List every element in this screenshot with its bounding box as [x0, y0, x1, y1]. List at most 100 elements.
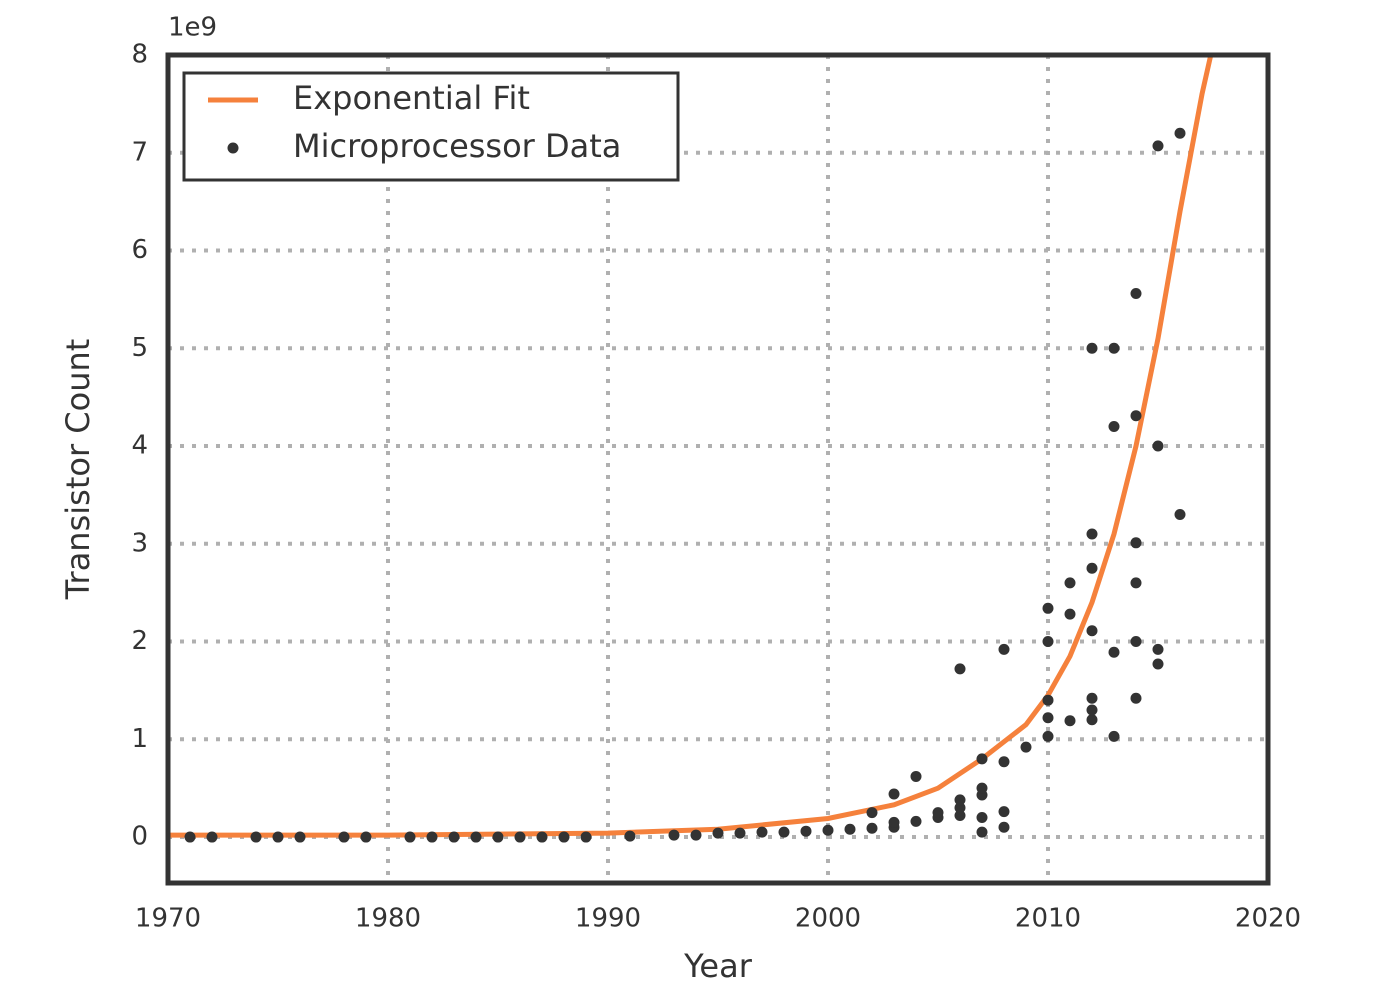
- data-point: [492, 831, 504, 843]
- data-point: [1108, 342, 1120, 354]
- plot-area: [168, 55, 1214, 843]
- data-point: [206, 831, 218, 843]
- y-tick-label: 7: [131, 137, 148, 167]
- data-point: [1130, 577, 1142, 589]
- y-tick-label: 6: [131, 235, 148, 265]
- data-point: [954, 663, 966, 675]
- data-point: [514, 831, 526, 843]
- data-point: [1086, 342, 1098, 354]
- data-point: [470, 831, 482, 843]
- data-point: [1086, 704, 1098, 716]
- data-point: [998, 821, 1010, 833]
- data-point: [1130, 288, 1142, 300]
- data-point: [1152, 440, 1164, 452]
- data-point: [1174, 508, 1186, 520]
- data-point: [998, 756, 1010, 768]
- data-point: [624, 830, 636, 842]
- data-point: [1152, 658, 1164, 670]
- data-point: [250, 831, 262, 843]
- data-point: [910, 815, 922, 827]
- legend-label: Exponential Fit: [293, 79, 530, 117]
- legend: Exponential Fit Microprocessor Data: [182, 71, 680, 182]
- x-axis-label: Year: [683, 947, 753, 985]
- data-point: [954, 802, 966, 814]
- data-point: [866, 807, 878, 819]
- x-tick-label: 1970: [135, 904, 201, 934]
- data-point: [426, 831, 438, 843]
- data-point: [976, 753, 988, 765]
- data-point: [1086, 714, 1098, 726]
- data-point: [910, 770, 922, 782]
- data-point: [712, 827, 724, 839]
- data-point: [888, 816, 900, 828]
- data-point: [184, 831, 196, 843]
- data-point: [558, 831, 570, 843]
- data-point: [1042, 712, 1054, 724]
- y-tick-label: 0: [131, 822, 148, 852]
- fit-line: [168, 55, 1214, 838]
- data-point: [536, 831, 548, 843]
- data-point: [360, 831, 372, 843]
- data-point: [1174, 127, 1186, 139]
- data-point: [1064, 577, 1076, 589]
- data-point: [294, 831, 306, 843]
- data-point: [1042, 636, 1054, 648]
- plot-frame: [165, 52, 1271, 886]
- data-point: [734, 827, 746, 839]
- x-tick-label: 1980: [355, 904, 421, 934]
- data-point: [932, 807, 944, 819]
- data-point: [668, 829, 680, 841]
- data-point: [1042, 602, 1054, 614]
- data-point: [690, 829, 702, 841]
- data-point: [756, 826, 768, 838]
- data-point: [1020, 741, 1032, 753]
- x-tick-label: 2000: [795, 904, 861, 934]
- data-point: [1086, 528, 1098, 540]
- data-point: [866, 822, 878, 834]
- data-point: [404, 831, 416, 843]
- data-point: [1130, 636, 1142, 648]
- legend-label: Microprocessor Data: [293, 127, 621, 165]
- y-offset-label: 1e9: [168, 13, 217, 43]
- data-point: [580, 831, 592, 843]
- data-point: [1086, 562, 1098, 574]
- data-point: [844, 823, 856, 835]
- y-tick-label: 3: [131, 528, 148, 558]
- x-tick-label: 2010: [1015, 904, 1081, 934]
- data-point: [1064, 608, 1076, 620]
- data-point: [800, 825, 812, 837]
- data-point: [1108, 646, 1120, 658]
- data-point: [1108, 420, 1120, 432]
- data-point: [1130, 410, 1142, 422]
- data-point: [1042, 730, 1054, 742]
- data-point: [1152, 643, 1164, 655]
- data-point: [976, 782, 988, 794]
- legend-swatch: [227, 142, 239, 154]
- y-tick-label: 4: [131, 431, 148, 461]
- data-point: [1064, 715, 1076, 727]
- data-point: [272, 831, 284, 843]
- data-point: [448, 831, 460, 843]
- data-point: [998, 643, 1010, 655]
- data-point: [1130, 537, 1142, 549]
- data-point: [822, 824, 834, 836]
- x-tick-label: 2020: [1235, 904, 1301, 934]
- data-point: [1130, 692, 1142, 704]
- data-point: [976, 826, 988, 838]
- data-point: [954, 794, 966, 806]
- data-point: [1086, 625, 1098, 637]
- data-point: [998, 806, 1010, 818]
- y-axis-label: Transistor Count: [59, 339, 97, 601]
- data-point: [338, 831, 350, 843]
- x-tick-label: 1990: [575, 904, 641, 934]
- data-point: [1108, 730, 1120, 742]
- data-point: [1086, 692, 1098, 704]
- data-point: [976, 812, 988, 824]
- data-point: [954, 810, 966, 822]
- y-tick-label: 5: [131, 333, 148, 363]
- data-point: [1152, 140, 1164, 152]
- y-tick-label: 8: [131, 40, 148, 70]
- y-tick-label: 2: [131, 626, 148, 656]
- data-point: [1042, 694, 1054, 706]
